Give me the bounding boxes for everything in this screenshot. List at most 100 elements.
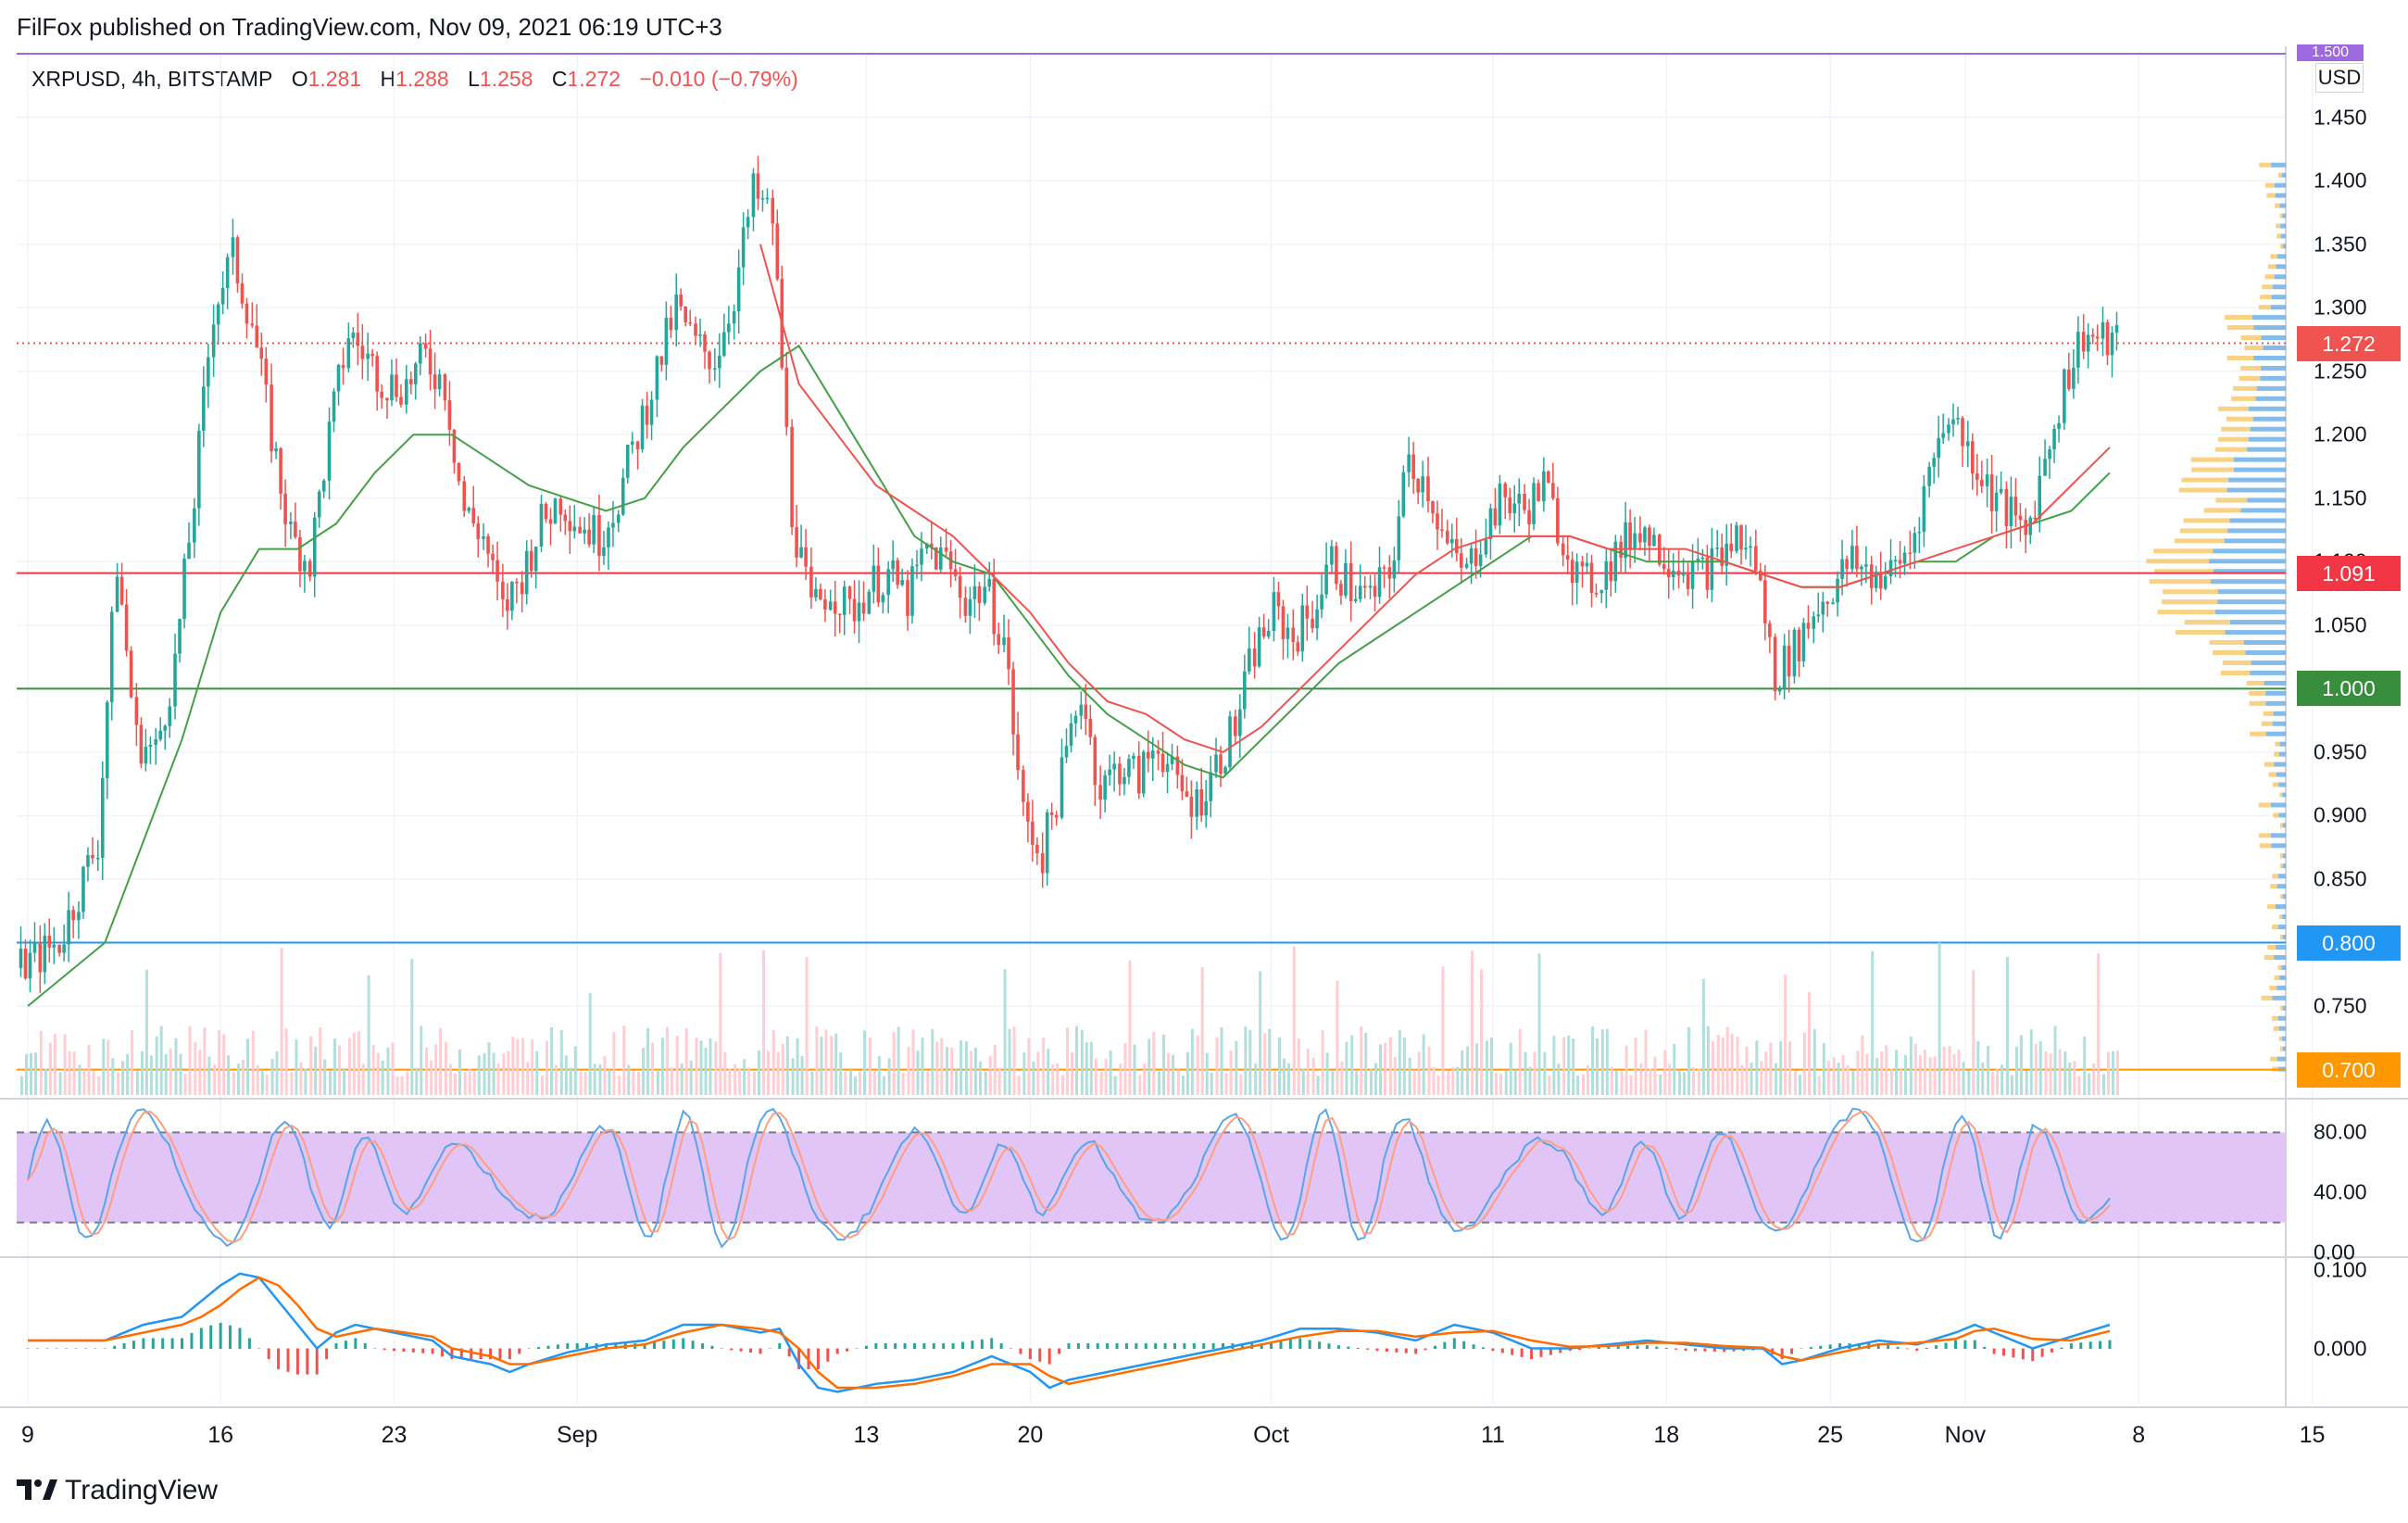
volume-bar xyxy=(309,1036,313,1095)
candle-body xyxy=(515,581,519,584)
volume-bar xyxy=(121,1061,125,1095)
volume-bar xyxy=(1706,1026,1710,1095)
volume-profile-bar xyxy=(2275,904,2286,910)
volume-bar xyxy=(1996,1068,2000,1095)
candle-body xyxy=(2067,369,2071,389)
level-label-1.272[interactable]: 1.272 xyxy=(2297,325,2401,361)
candle-body xyxy=(977,585,982,603)
candle-body xyxy=(413,363,418,384)
candle-body xyxy=(1797,629,1801,661)
candle-body xyxy=(795,526,798,558)
volume-bar xyxy=(1119,1064,1122,1095)
candle-body xyxy=(1508,497,1512,514)
candle-body xyxy=(443,374,447,401)
volume-bar xyxy=(222,1034,226,1095)
macd-histogram-bar xyxy=(1703,1348,1707,1352)
macd-histogram-bar xyxy=(759,1348,762,1354)
volume-bar xyxy=(72,1051,76,1095)
macd-histogram-bar xyxy=(1472,1344,1475,1349)
candle-body xyxy=(1922,485,1926,532)
macd-histogram-bar xyxy=(1944,1342,1948,1349)
volume-bar xyxy=(1528,1066,1532,1095)
level-label-1.000[interactable]: 1.000 xyxy=(2297,671,2401,707)
candle-body xyxy=(163,725,168,731)
macd-histogram-bar xyxy=(1674,1348,1678,1350)
volume-bar xyxy=(2068,1062,2072,1095)
candle-body xyxy=(1570,560,1574,584)
volume-bar xyxy=(1967,1070,1971,1095)
candle-body xyxy=(583,529,586,534)
volume-bar xyxy=(218,1030,221,1095)
volume-bar xyxy=(598,1064,602,1095)
volume-bar xyxy=(2053,1026,2057,1095)
candle-body xyxy=(640,405,645,450)
volume-bar xyxy=(1235,1040,1238,1095)
volume-bar xyxy=(213,1064,217,1095)
currency-label[interactable]: USD xyxy=(2315,63,2364,93)
volume-bar xyxy=(1061,1075,1064,1095)
level-label-0.700[interactable]: 0.700 xyxy=(2297,1051,2401,1088)
volume-profile-bar xyxy=(2280,823,2283,828)
volume-bar xyxy=(901,1073,905,1095)
candle-body xyxy=(1214,754,1218,773)
volume-bar xyxy=(430,1060,433,1095)
volume-profile-bar xyxy=(2274,274,2286,280)
macd-tick: 0.000 xyxy=(2314,1336,2367,1360)
candle-body xyxy=(997,634,1001,646)
volume-profile-bar xyxy=(2264,274,2275,280)
candle-body xyxy=(842,586,847,615)
level-label-1.091[interactable]: 1.091 xyxy=(2297,555,2401,591)
candle-body xyxy=(105,702,109,778)
volume-bar xyxy=(555,1064,558,1095)
volume-bar xyxy=(1388,1037,1392,1095)
volume-bar xyxy=(381,1061,384,1095)
volume-bar xyxy=(2088,1073,2091,1095)
macd-histogram-bar xyxy=(2002,1348,2006,1356)
volume-bar xyxy=(612,1032,616,1095)
candle-body xyxy=(1956,418,1960,420)
candle-body xyxy=(1724,543,1729,566)
volume-bar xyxy=(1027,1038,1031,1095)
volume-bar xyxy=(1466,1046,1470,1095)
volume-bar xyxy=(579,1071,583,1095)
volume-profile-bar xyxy=(2266,904,2276,910)
macd-histogram-bar xyxy=(94,1348,97,1349)
macd-histogram-bar xyxy=(778,1342,782,1349)
volume-bar xyxy=(859,1070,862,1095)
volume-bar xyxy=(1162,1034,1166,1095)
volume-profile-bar xyxy=(2274,762,2286,767)
volume-bar xyxy=(406,1072,409,1095)
candle-body xyxy=(1185,791,1189,797)
symbol-name[interactable]: XRPUSD, 4h, BITSTAMP xyxy=(31,67,273,91)
volume-bar xyxy=(30,1052,32,1095)
volume-profile-bar xyxy=(2280,1005,2283,1011)
volume-bar xyxy=(935,1041,939,1095)
macd-histogram-bar xyxy=(797,1348,801,1370)
volume-bar xyxy=(1697,1068,1700,1095)
volume-profile-bar xyxy=(2149,579,2211,585)
tradingview-footer[interactable]: TradingView xyxy=(17,1475,218,1506)
volume-bar xyxy=(1572,1038,1575,1095)
volume-bar xyxy=(20,1076,23,1095)
volume-profile-bar xyxy=(2281,1036,2286,1041)
macd-histogram-bar xyxy=(1568,1348,1572,1352)
volume-profile-bar xyxy=(2282,914,2286,920)
volume-bar xyxy=(2077,1076,2081,1095)
macd-histogram-bar xyxy=(980,1339,984,1349)
volume-bar xyxy=(1412,1069,1416,1095)
level-label-1.500[interactable]: 1.500 xyxy=(2297,44,2364,61)
macd-histogram-bar xyxy=(1559,1348,1562,1353)
macd-histogram-bar xyxy=(344,1340,347,1349)
volume-bar xyxy=(111,1058,115,1095)
candle-body xyxy=(1180,774,1185,792)
price-tick: 1.300 xyxy=(2314,295,2367,320)
candle-body xyxy=(1377,567,1382,598)
volume-profile-bar xyxy=(2272,874,2278,879)
volume-bar xyxy=(1928,1057,1932,1095)
price-tick: 1.400 xyxy=(2314,168,2367,193)
candle-body xyxy=(649,399,654,425)
volume-profile-bar xyxy=(2217,599,2286,605)
volume-profile-bar xyxy=(2270,1056,2277,1062)
level-label-0.800[interactable]: 0.800 xyxy=(2297,925,2401,961)
